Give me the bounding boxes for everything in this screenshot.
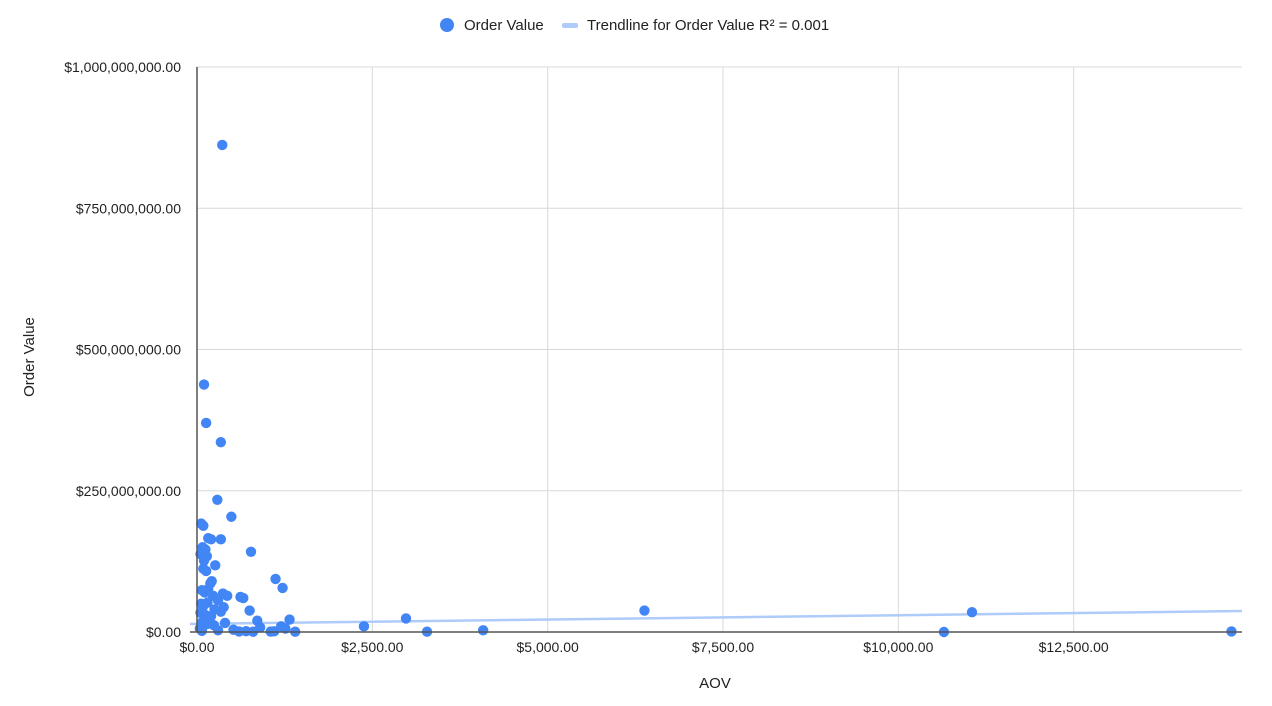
legend-label-order-value: Order Value — [464, 17, 544, 34]
x-tick-label: $5,000.00 — [517, 639, 579, 655]
data-point — [210, 560, 221, 571]
x-tick-label: $12,500.00 — [1039, 639, 1109, 655]
data-point — [215, 606, 227, 617]
data-point — [221, 590, 233, 602]
x-tick-label: $10,000.00 — [863, 639, 933, 655]
y-tick-label: $0.00 — [146, 624, 181, 640]
data-point — [270, 573, 281, 585]
data-point — [198, 520, 209, 531]
data-point — [212, 625, 224, 636]
data-point — [277, 582, 288, 594]
data-point — [244, 605, 255, 616]
data-point — [196, 625, 208, 637]
data-point — [212, 494, 223, 505]
data-point — [477, 625, 489, 636]
data-point — [245, 546, 257, 557]
x-tick-label: $7,500.00 — [692, 639, 754, 655]
data-point — [215, 436, 227, 448]
y-axis-title: Order Value — [21, 317, 38, 397]
x-tick-label: $2,500.00 — [341, 639, 403, 655]
data-point — [358, 621, 370, 632]
data-point — [200, 417, 212, 429]
data-point — [198, 379, 210, 390]
axes — [190, 67, 1242, 633]
data-point — [215, 534, 227, 545]
tick-labels: $0.00 $250,000,000.00 $500,000,000.00 $750,… — [64, 59, 1109, 655]
trendline — [189, 609, 1243, 626]
y-tick-label: $1,000,000,000.00 — [64, 59, 181, 75]
data-point — [198, 555, 210, 567]
data-point — [217, 139, 228, 151]
data-point — [639, 605, 650, 616]
data-point — [284, 614, 295, 625]
data-point — [200, 565, 212, 577]
data-point — [280, 623, 291, 634]
data-point — [219, 617, 231, 629]
data-point — [226, 511, 237, 522]
x-axis-title: AOV — [699, 675, 731, 692]
legend-marker-order-value — [440, 18, 454, 32]
y-tick-label: $250,000,000.00 — [76, 483, 181, 499]
data-point — [205, 534, 217, 545]
data-point — [966, 607, 978, 618]
y-tick-label: $750,000,000.00 — [76, 200, 181, 216]
gridlines — [197, 66, 1242, 632]
legend-marker-trendline — [562, 23, 578, 28]
x-tick-label: $0.00 — [179, 639, 214, 655]
data-point — [238, 592, 249, 604]
legend-label-trendline: Trendline for Order Value R² = 0.001 — [587, 17, 829, 34]
legend: Order Value Trendline for Order Value R²… — [440, 17, 829, 34]
data-points — [194, 139, 1237, 638]
trendline-path — [189, 609, 1243, 626]
data-point — [400, 613, 412, 624]
y-tick-label: $500,000,000.00 — [76, 342, 181, 358]
data-point — [199, 587, 210, 598]
